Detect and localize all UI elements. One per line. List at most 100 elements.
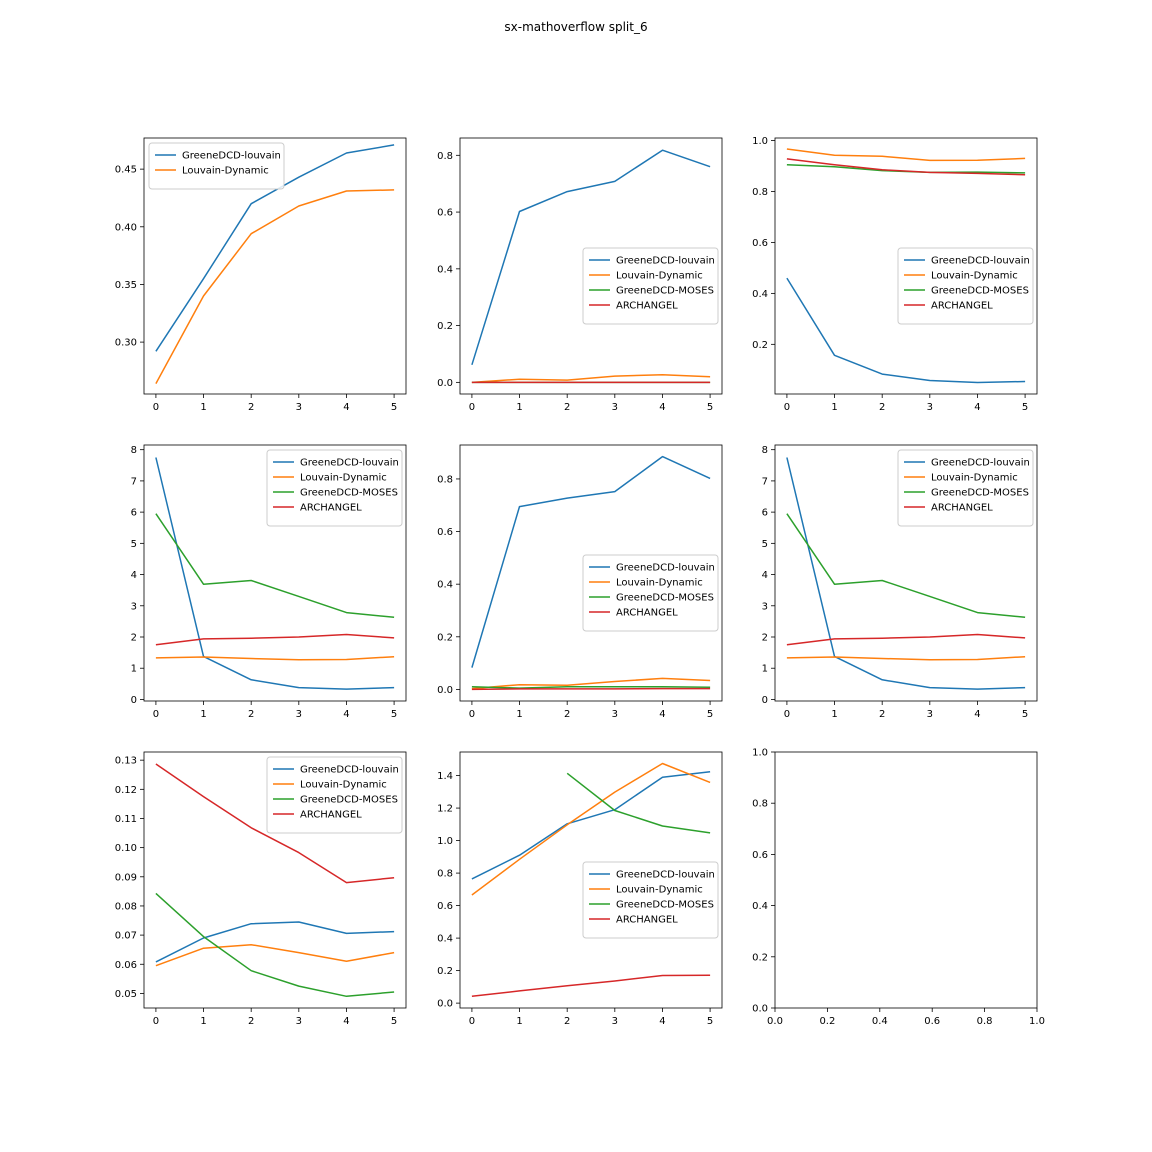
- x-tick-label: 0.2: [819, 1016, 835, 1027]
- y-tick-label: 6: [762, 508, 768, 519]
- series-line-greenedcd-louvain: [786, 457, 1026, 690]
- x-tick-label: 1: [200, 402, 206, 413]
- x-tick-label: 3: [296, 402, 302, 413]
- y-tick-label: 0.40: [115, 222, 137, 233]
- legend-label: ARCHANGEL: [616, 915, 678, 926]
- subplot-5: 0.0 0.2 0.4 0.6 0.8 0 1 2 3 4 5 GreeneDCD-louvain Lo…: [437, 444, 723, 720]
- y-tick-label: 0.6: [437, 208, 453, 219]
- legend: GreeneDCD-louvain Louvain-Dynamic GreeneDC…: [897, 449, 1034, 527]
- x-tick-label: 0: [469, 402, 475, 413]
- x-tick-label: 4: [974, 402, 980, 413]
- legend-box: [582, 861, 719, 939]
- x-tick-label: 4: [659, 1016, 665, 1027]
- subplot-7: 0.05 0.06 0.07 0.08 0.09 0.10 0.11 0.12 0.13 0 1 2 3…: [115, 751, 407, 1027]
- legend-label: Louvain-Dynamic: [616, 271, 703, 282]
- axes-frame: [143, 751, 407, 1009]
- series-line-greenedcd-louvain: [155, 144, 395, 352]
- y-tick-label: 8: [131, 445, 137, 456]
- y-tick-label: 4: [131, 570, 137, 581]
- y-tick-label: 0.13: [115, 756, 137, 767]
- series-line-louvain-dynamic: [155, 655, 395, 661]
- y-tick-label: 0.8: [437, 151, 453, 162]
- series-line-archangel: [155, 763, 395, 884]
- y-tick-label: 0.6: [437, 901, 453, 912]
- y-tick-label: 0.4: [437, 264, 453, 275]
- x-tick-label: 1: [831, 709, 837, 720]
- legend-label: GreeneDCD-MOSES: [931, 286, 1029, 297]
- y-tick-label: 0: [131, 695, 137, 706]
- axes-frame: [459, 137, 723, 395]
- y-tick-label: 1: [131, 664, 137, 675]
- x-tick-label: 4: [974, 709, 980, 720]
- y-tick-label: 0.6: [437, 527, 453, 538]
- y-tick-label: 5: [131, 539, 137, 550]
- y-tick-label: 0.8: [752, 799, 768, 810]
- x-tick-label: 1: [200, 1016, 206, 1027]
- legend-label: GreeneDCD-MOSES: [616, 900, 714, 911]
- y-tick-label: 1.0: [752, 748, 768, 759]
- series-line-greenedcd-moses: [566, 772, 711, 834]
- y-tick-label: 1.0: [752, 136, 768, 147]
- x-tick-label: 3: [927, 709, 933, 720]
- x-tick-label: 0.4: [872, 1016, 888, 1027]
- legend-label: Louvain-Dynamic: [300, 473, 387, 484]
- y-tick-label: 4: [762, 570, 768, 581]
- y-tick-label: 3: [762, 601, 768, 612]
- series-line-archangel: [471, 687, 711, 691]
- y-tick-label: 0.0: [437, 685, 453, 696]
- series-line-greenedcd-moses: [155, 892, 395, 998]
- x-tick-label: 5: [391, 709, 397, 720]
- series-line-louvain-dynamic: [155, 943, 395, 967]
- y-tick-label: 0.2: [437, 321, 453, 332]
- y-tick-label: 0.2: [752, 952, 768, 963]
- legend-label: Louvain-Dynamic: [931, 271, 1018, 282]
- x-tick-label: 0.6: [924, 1016, 940, 1027]
- legend-box: [266, 449, 403, 527]
- legend-label: ARCHANGEL: [931, 301, 993, 312]
- subplot-4: 0 1 2 3 4 5 6 7 8 0 1 2 3 4 5 GreeneDCD-louvain Louvain-…: [131, 444, 407, 720]
- legend-label: GreeneDCD-louvain: [616, 256, 715, 267]
- legend: GreeneDCD-louvain Louvain-Dynamic GreeneDC…: [582, 554, 719, 632]
- series-line-archangel: [471, 974, 711, 998]
- x-tick-label: 2: [879, 402, 885, 413]
- legend-label: GreeneDCD-MOSES: [300, 795, 398, 806]
- x-tick-label: 5: [1022, 402, 1028, 413]
- x-tick-label: 0: [153, 1016, 159, 1027]
- y-tick-label: 0.4: [437, 934, 453, 945]
- axes-frame: [774, 751, 1038, 1009]
- y-tick-label: 0.8: [752, 187, 768, 198]
- legend: GreeneDCD-louvain Louvain-Dynamic GreeneDC…: [582, 247, 719, 325]
- x-tick-label: 0: [153, 709, 159, 720]
- x-tick-label: 3: [612, 709, 618, 720]
- x-tick-label: 3: [296, 1016, 302, 1027]
- legend-label: GreeneDCD-louvain: [300, 765, 399, 776]
- y-tick-label: 0.6: [752, 850, 768, 861]
- x-tick-label: 1: [516, 402, 522, 413]
- axes-frame: [459, 751, 723, 1009]
- legend: GreeneDCD-louvain Louvain-Dynamic GreeneDC…: [266, 449, 403, 527]
- x-tick-label: 5: [707, 402, 713, 413]
- series-line-archangel: [786, 633, 1026, 646]
- y-tick-label: 0.45: [115, 165, 137, 176]
- series-line-louvain-dynamic: [786, 655, 1026, 661]
- axes-frame: [774, 137, 1038, 395]
- legend-box: [582, 247, 719, 325]
- axes-frame: [774, 444, 1038, 702]
- legend-label: ARCHANGEL: [300, 503, 362, 514]
- y-tick-label: 0.06: [115, 960, 137, 971]
- y-tick-label: 0.6: [752, 238, 768, 249]
- y-tick-label: 5: [762, 539, 768, 550]
- legend-box: [266, 756, 403, 834]
- y-tick-label: 0.07: [115, 931, 137, 942]
- x-tick-label: 0: [784, 402, 790, 413]
- x-tick-label: 0: [469, 709, 475, 720]
- y-tick-label: 0.0: [437, 378, 453, 389]
- y-tick-label: 0.8: [437, 869, 453, 880]
- y-tick-label: 0.30: [115, 338, 137, 349]
- series-line-greenedcd-louvain: [471, 771, 711, 880]
- series-line-archangel: [786, 158, 1026, 176]
- subplot-2: 0.0 0.2 0.4 0.6 0.8 0 1 2 3 4 5 GreeneDCD-louvain Lo…: [437, 137, 723, 413]
- series-line-greenedcd-moses: [155, 513, 395, 619]
- subplot-8: 0.0 0.2 0.4 0.6 0.8 1.0 1.2 1.4 0 1 2 3 4 5 GreeneDCD-…: [437, 751, 723, 1027]
